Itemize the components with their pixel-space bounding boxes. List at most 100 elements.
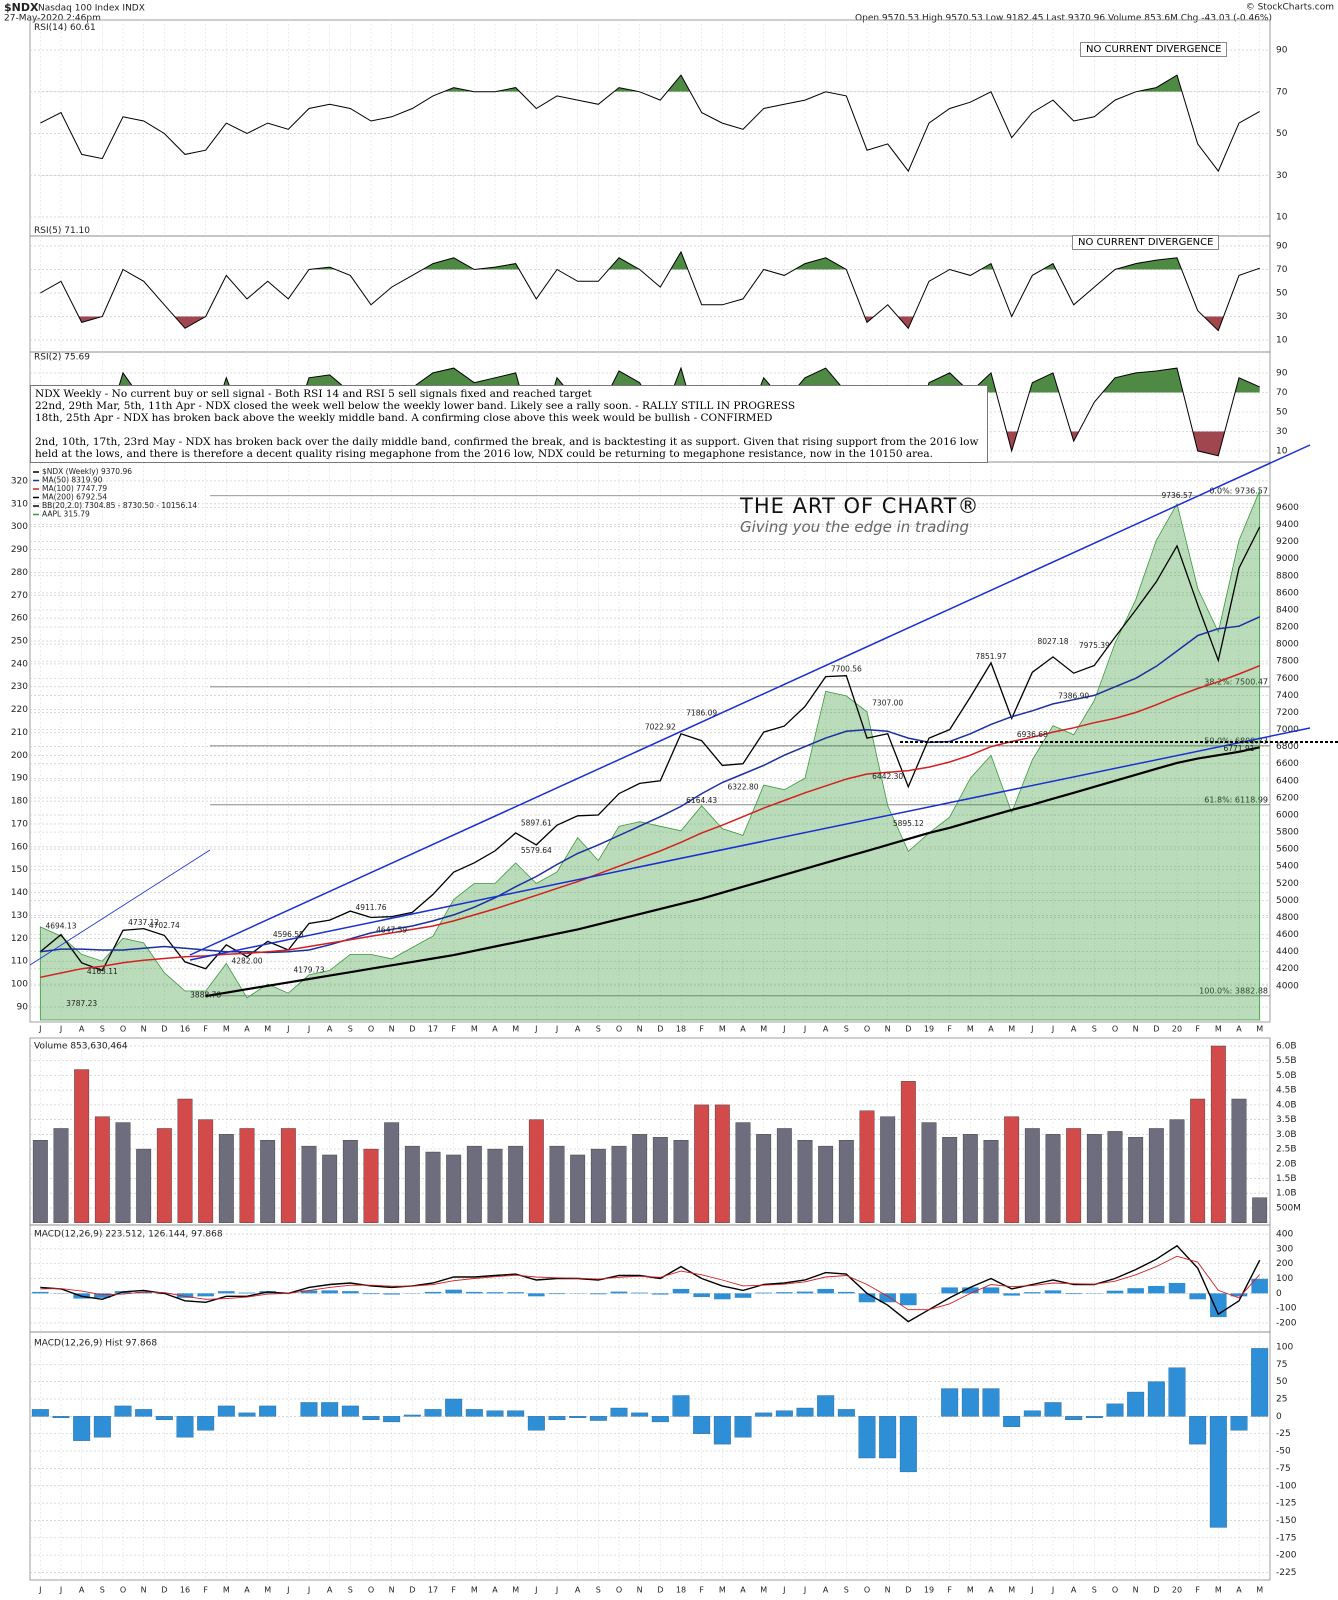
y-tick-label: 10	[1276, 446, 1288, 456]
y-tick-label: 5.0B	[1276, 1071, 1297, 1081]
volume-bar	[1066, 1128, 1082, 1223]
trendline	[189, 444, 1311, 956]
volume-bar	[611, 1145, 627, 1223]
macd-hist-bar	[300, 1290, 318, 1294]
x-tick-label: D	[657, 1025, 663, 1034]
x-tick-label: M	[1008, 1586, 1015, 1595]
y2-tick-label: 100	[11, 980, 28, 990]
x-tick-label: A	[1071, 1025, 1077, 1034]
macd-hist-bar	[982, 1287, 1000, 1294]
x-tick-label: D	[161, 1586, 167, 1595]
y2-tick-label: 300	[11, 522, 28, 532]
x-tick-label: J	[1051, 1025, 1054, 1034]
macd-hist-bar	[941, 1287, 958, 1294]
macd-hist-bar	[1251, 1278, 1268, 1294]
hist-bar	[341, 1405, 359, 1417]
y-tick-label: 5600	[1276, 845, 1299, 855]
y-tick-label: 30	[1276, 312, 1288, 322]
hist-bar	[259, 1405, 277, 1417]
hist-bar	[31, 1409, 49, 1417]
x-tick-label: M	[223, 1025, 230, 1034]
hist-bar	[465, 1409, 483, 1417]
macd-hist-bar	[610, 1291, 628, 1294]
y-tick-label: 5.5B	[1276, 1056, 1297, 1066]
x-tick-label: J	[782, 1025, 785, 1034]
quote: Open 9570.53 High 9570.53 Low 9182.45 La…	[855, 14, 1272, 24]
x-tick-label: S	[844, 1586, 849, 1595]
volume-bar	[404, 1145, 420, 1223]
panel-frame	[29, 1331, 1271, 1581]
y-tick-label: 7000	[1276, 725, 1299, 735]
price-annotation: 7700.56	[831, 665, 862, 674]
fib-label: 50.0%: 6809.73	[1204, 736, 1268, 745]
x-tick-label: J	[59, 1025, 62, 1034]
price-annotation: 7022.92	[645, 723, 676, 732]
price-annotation: 7307.00	[872, 698, 903, 707]
y2-tick-label: 220	[11, 705, 28, 715]
macd-hist-bar	[900, 1293, 917, 1306]
volume-bar	[776, 1128, 792, 1223]
x-tick-label: 17	[428, 1586, 438, 1595]
x-tick-label: M	[471, 1025, 478, 1034]
x-tick-label: J	[555, 1586, 558, 1595]
panel-title: RSI(2) 75.69	[34, 353, 90, 363]
y-tick-label: 90	[1276, 242, 1288, 252]
y-tick-label: 8800	[1276, 571, 1299, 581]
aapl-area	[39, 490, 1261, 1021]
panel-title: RSI(5) 71.10	[34, 226, 90, 236]
macd-hist-bar	[817, 1288, 834, 1294]
x-tick-label: 17	[428, 1025, 438, 1034]
macd-hist-bar	[714, 1293, 731, 1300]
x-tick-label: M	[264, 1586, 271, 1595]
y2-tick-label: 190	[11, 774, 28, 784]
macd-hist-bar	[1189, 1293, 1206, 1300]
x-tick-label: N	[885, 1025, 891, 1034]
volume-bar	[818, 1145, 834, 1223]
y-tick-label: 0	[1276, 1289, 1282, 1299]
volume-bar	[983, 1140, 999, 1223]
x-tick-label: N	[885, 1586, 891, 1595]
hist-bar	[197, 1416, 215, 1431]
hist-bar	[858, 1416, 876, 1459]
volume-bar	[260, 1140, 276, 1223]
x-tick-label: A	[492, 1025, 498, 1034]
hist-bar	[114, 1405, 132, 1417]
panel-title: MACD(12,26,9) Hist 97.868	[34, 1339, 157, 1349]
ma-line	[40, 616, 1261, 954]
x-tick-label: O	[616, 1586, 622, 1595]
legend-label: MA(100) 7747.79	[42, 484, 107, 493]
y2-tick-label: 320	[11, 476, 28, 486]
x-tick-label: 20	[1172, 1586, 1182, 1595]
y2-tick-label: 130	[11, 911, 28, 921]
ma-line	[40, 665, 1260, 979]
y-tick-label: 90	[1276, 368, 1288, 378]
legend-label: AAPL 315.79	[42, 510, 90, 519]
hist-bar	[383, 1416, 401, 1423]
macd-hist-bar	[1044, 1290, 1062, 1294]
y-tick-label: 4000	[1276, 981, 1299, 991]
y-tick-label: 25	[1276, 1395, 1287, 1405]
volume-bar	[838, 1140, 854, 1223]
hist-bar	[569, 1416, 587, 1418]
x-tick-label: 16	[180, 1025, 190, 1034]
volume-bar	[74, 1069, 90, 1223]
hist-bar	[1251, 1348, 1269, 1417]
y-tick-label: 3.5B	[1276, 1115, 1297, 1125]
volume-bar	[487, 1148, 503, 1223]
macd-hist-bar	[342, 1291, 359, 1294]
x-tick-label: D	[905, 1586, 911, 1595]
note-line: 22nd, 29th Mar, 5th, 11th Apr - NDX clos…	[35, 400, 796, 412]
y2-tick-label: 260	[11, 614, 28, 624]
x-tick-label: D	[1153, 1025, 1159, 1034]
x-tick-label: J	[59, 1586, 62, 1595]
volume-bar	[590, 1148, 606, 1223]
volume-bar	[570, 1154, 586, 1223]
x-tick-label: M	[223, 1586, 230, 1595]
x-tick-label: J	[1030, 1586, 1033, 1595]
y-tick-label: 4.5B	[1276, 1086, 1297, 1096]
volume-bar	[342, 1140, 358, 1223]
hist-bar	[1230, 1416, 1248, 1431]
x-tick-label: A	[823, 1025, 829, 1034]
